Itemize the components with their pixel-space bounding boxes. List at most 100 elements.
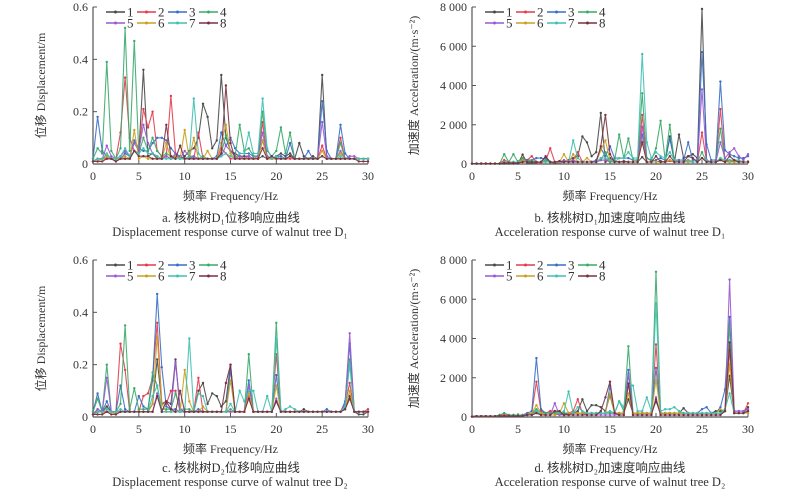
data-point: [151, 141, 154, 145]
data-point: [585, 409, 589, 413]
data-point: [728, 392, 731, 395]
data-point: [599, 158, 602, 162]
data-point: [105, 410, 109, 413]
data-point: [174, 392, 177, 395]
legend-label: 4: [220, 258, 227, 273]
legend-label: 6: [158, 16, 165, 31]
legend-item-2: 2: [516, 5, 544, 20]
data-point: [480, 162, 483, 165]
plot-area-b: [470, 7, 750, 165]
data-point: [256, 157, 260, 160]
legend-item-2: 2: [137, 5, 165, 20]
x-tick-label: 25: [316, 169, 328, 183]
data-point: [101, 410, 104, 413]
legend-marker: [207, 10, 210, 14]
data-point: [275, 397, 278, 400]
data-point: [553, 160, 556, 164]
data-point: [128, 410, 131, 413]
data-point: [641, 52, 644, 56]
data-point: [178, 157, 182, 160]
data-point: [576, 151, 579, 154]
data-point: [201, 381, 205, 385]
y-tick-label: 0.2: [73, 358, 88, 372]
data-point: [719, 107, 722, 111]
data-point: [746, 153, 750, 156]
data-point: [627, 160, 630, 164]
data-point: [142, 155, 145, 158]
data-point: [700, 7, 704, 11]
data-point: [192, 147, 195, 150]
data-point: [608, 380, 612, 383]
legend-item-4: 4: [578, 258, 606, 273]
legend-marker: [586, 21, 589, 25]
legend-marker: [145, 263, 148, 267]
x-tick-label: 5: [515, 169, 521, 183]
data-point: [682, 160, 685, 164]
data-point: [516, 161, 520, 165]
data-point: [165, 123, 168, 127]
data-point: [366, 410, 370, 413]
data-point: [581, 411, 584, 415]
data-point: [119, 342, 122, 345]
data-point: [247, 397, 250, 400]
chart-d-caption-cn: d. 核桃树D₂加速度响应曲线: [534, 461, 686, 475]
data-point: [668, 137, 671, 140]
data-point: [101, 157, 104, 160]
data-point: [728, 362, 731, 366]
data-point: [197, 157, 200, 160]
data-point: [631, 413, 635, 417]
data-point: [544, 158, 547, 162]
y-tick-label: 0.6: [73, 253, 88, 267]
data-point: [119, 147, 122, 150]
data-point: [719, 127, 722, 130]
data-point: [641, 413, 644, 417]
data-point: [197, 389, 200, 392]
data-point: [746, 408, 750, 411]
data-point: [224, 152, 228, 155]
data-point: [279, 155, 283, 158]
data-point: [599, 409, 602, 413]
data-point: [710, 411, 713, 415]
data-point: [595, 411, 598, 415]
x-axis-label: 频率 Frequency/Hz: [563, 441, 658, 456]
data-point: [654, 158, 658, 162]
data-point: [156, 334, 159, 338]
data-point: [270, 157, 273, 160]
data-point: [659, 160, 662, 164]
data-point: [224, 381, 228, 385]
data-point: [700, 408, 704, 411]
data-point: [96, 392, 99, 395]
data-point: [156, 392, 159, 395]
legend-item-8: 8: [578, 16, 606, 31]
data-point: [261, 131, 264, 134]
data-point: [275, 373, 278, 377]
data-point: [215, 394, 218, 398]
data-point: [330, 410, 333, 413]
legend-marker: [493, 10, 496, 14]
data-point: [160, 157, 163, 160]
data-point: [742, 409, 745, 413]
data-point: [275, 155, 278, 158]
data-point: [576, 398, 579, 401]
data-point: [220, 410, 223, 413]
data-point: [174, 360, 177, 364]
data-point: [475, 415, 478, 418]
data-point: [507, 414, 510, 418]
data-point: [728, 155, 731, 158]
data-point: [535, 411, 538, 415]
chart-a-caption-cn: a. 核桃树D₁位移响应曲线: [162, 211, 300, 225]
data-point: [197, 392, 200, 395]
data-point: [645, 413, 648, 417]
data-point: [737, 156, 740, 160]
data-point: [128, 408, 131, 411]
legend-item-2: 2: [516, 258, 544, 273]
x-axis-label: 频率 Frequency/Hz: [183, 441, 278, 456]
data-point: [247, 147, 250, 150]
series-7: [91, 337, 370, 416]
series-6: [470, 362, 750, 418]
data-point: [737, 158, 740, 162]
data-point: [622, 413, 625, 417]
data-point: [229, 410, 232, 413]
legend-item-1: 1: [106, 258, 134, 273]
data-point: [353, 155, 356, 158]
